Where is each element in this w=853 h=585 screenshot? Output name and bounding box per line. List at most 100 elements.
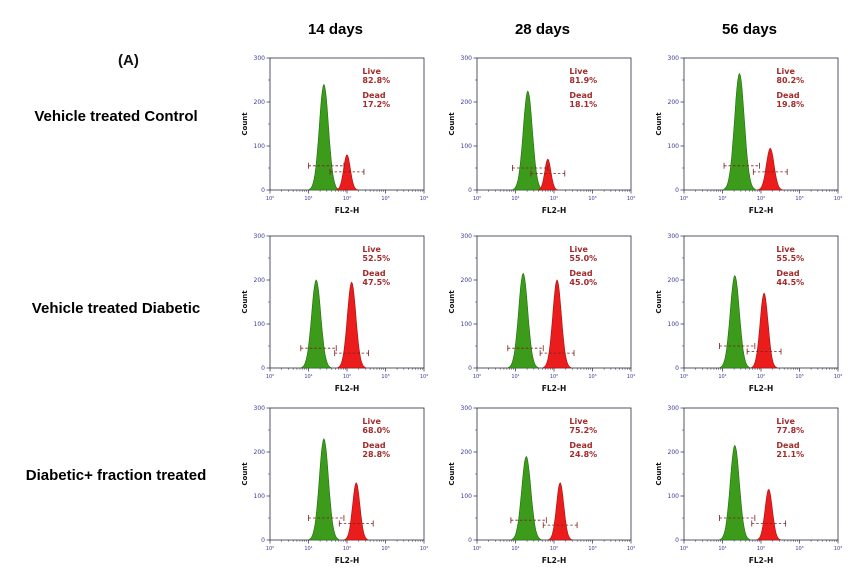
y-tick-label: 200 (667, 277, 679, 284)
x-axis-title: FL2-H (748, 556, 773, 565)
column-header-28-days: 28 days (514, 21, 571, 38)
live-label: Live (569, 67, 588, 76)
y-axis-title: Count (241, 462, 249, 486)
y-tick-label: 100 (460, 143, 472, 150)
dead-label: Dead (569, 91, 592, 100)
x-tick-label: 10⁰ (679, 374, 687, 380)
flow-histogram-svg: 0 100 200 300 10⁰ 10¹ 10² 10³ 10⁴ FL2-H Count Live6… (241, 405, 428, 565)
dead-label: Dead (362, 441, 385, 450)
live-peak (308, 438, 339, 541)
y-tick-label: 0 (261, 187, 265, 194)
dead-percentage: 47.5% (362, 278, 390, 287)
y-tick-label: 300 (253, 233, 265, 240)
y-tick-label: 200 (667, 99, 679, 106)
plot-border (683, 57, 838, 191)
x-tick-label: 10⁰ (265, 196, 273, 202)
y-tick-label: 200 (253, 449, 265, 456)
x-tick-label: 10¹ (511, 374, 519, 380)
live-label: Live (776, 417, 795, 426)
live-percentage: 82.8% (362, 76, 390, 85)
y-tick-label: 100 (460, 493, 472, 500)
histogram-panel: 0 100 200 300 10⁰ 10¹ 10² 10³ 10⁴ FL2-H Count Live 8… (439, 44, 646, 222)
live-peak (719, 274, 750, 369)
x-tick-label: 10⁴ (833, 374, 841, 380)
histogram-panel: 0 100 200 300 10⁰ 10¹ 10² 10³ 10⁴ FL2-H Count Live 5… (646, 222, 853, 394)
y-tick-label: 0 (261, 365, 265, 372)
flow-histogram-svg: 0 100 200 300 10⁰ 10¹ 10² 10³ 10⁴ FL2-H Count Live8… (241, 55, 428, 215)
x-tick-label: 10⁰ (472, 374, 480, 380)
plot-border (476, 407, 631, 541)
live-peak (510, 455, 541, 541)
y-tick-label: 0 (468, 365, 472, 372)
x-tick-label: 10³ (795, 546, 803, 552)
x-axis-title: FL2-H (334, 206, 359, 215)
x-tick-label: 10¹ (718, 374, 726, 380)
row-label-vehicle-treated-control: Vehicle treated Control (34, 107, 198, 125)
x-tick-label: 10³ (381, 374, 389, 380)
dead-peak (542, 279, 571, 369)
y-tick-label: 100 (460, 321, 472, 328)
y-tick-label: 100 (667, 143, 679, 150)
x-axis-title: FL2-H (748, 206, 773, 215)
histogram-panel: 0 100 200 300 10⁰ 10¹ 10² 10³ 10⁴ FL2-H Count Live 7… (646, 394, 853, 572)
x-axis-title: FL2-H (541, 556, 566, 565)
x-tick-label: 10⁴ (833, 546, 841, 552)
dead-percentage: 24.8% (569, 450, 597, 459)
row-label-vehicle-treated-diabetic: Vehicle treated Diabetic (31, 299, 201, 317)
histogram-panel: 0 100 200 300 10⁰ 10¹ 10² 10³ 10⁴ FL2-H Count Live 8… (232, 44, 439, 222)
live-label: Live (569, 417, 588, 426)
dead-peak (757, 147, 783, 191)
x-tick-label: 10² (756, 196, 764, 202)
x-tick-label: 10² (342, 546, 350, 552)
subfigure-label: (A) (118, 52, 139, 69)
x-tick-label: 10² (549, 196, 557, 202)
flow-histogram-svg: 0 100 200 300 10⁰ 10¹ 10² 10³ 10⁴ FL2-H Count Live5… (655, 233, 842, 393)
y-tick-label: 300 (667, 405, 679, 412)
row-label-diabetic-fraction-treated: Diabetic+ fraction treated (25, 466, 207, 484)
live-peak (308, 83, 339, 191)
live-percentage: 55.0% (569, 254, 597, 263)
x-axis-title: FL2-H (541, 206, 566, 215)
y-axis-title: Count (241, 112, 249, 136)
y-tick-label: 0 (675, 537, 679, 544)
live-percentage: 52.5% (362, 254, 390, 263)
x-tick-label: 10⁰ (679, 196, 687, 202)
y-tick-label: 100 (253, 321, 265, 328)
y-axis-title: Count (448, 112, 456, 136)
dead-percentage: 21.1% (776, 450, 804, 459)
plot-border (476, 57, 631, 191)
x-tick-label: 10⁴ (419, 546, 427, 552)
x-tick-label: 10² (342, 196, 350, 202)
x-tick-label: 10¹ (511, 196, 519, 202)
x-tick-label: 10³ (588, 546, 596, 552)
x-tick-label: 10² (756, 374, 764, 380)
y-tick-label: 0 (675, 187, 679, 194)
x-tick-label: 10⁴ (626, 546, 634, 552)
x-tick-label: 10¹ (718, 196, 726, 202)
corner-spacer (0, 0, 232, 44)
x-tick-label: 10⁴ (626, 196, 634, 202)
plot-border (269, 407, 424, 541)
dead-label: Dead (362, 269, 385, 278)
x-tick-label: 10⁰ (265, 546, 273, 552)
x-tick-label: 10¹ (304, 546, 312, 552)
y-tick-label: 200 (253, 277, 265, 284)
plot-border (683, 407, 838, 541)
x-tick-label: 10¹ (304, 374, 312, 380)
dead-label: Dead (776, 441, 799, 450)
y-tick-label: 0 (675, 365, 679, 372)
live-peak (512, 90, 543, 191)
x-tick-label: 10⁴ (626, 374, 634, 380)
dead-label: Dead (776, 269, 799, 278)
y-tick-label: 200 (460, 99, 472, 106)
y-tick-label: 300 (253, 405, 265, 412)
live-peak (722, 72, 755, 191)
live-label: Live (776, 67, 795, 76)
y-axis-title: Count (241, 290, 249, 314)
dead-peak (547, 482, 572, 541)
live-percentage: 81.9% (569, 76, 597, 85)
dead-peak (335, 154, 358, 191)
dead-label: Dead (569, 441, 592, 450)
